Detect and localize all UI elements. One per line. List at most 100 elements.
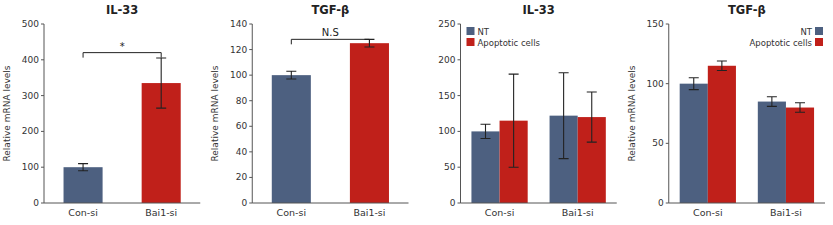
panel: 050100150Con-siBai1-siTGF-βRelative mRNA… bbox=[627, 3, 825, 218]
y-tick bbox=[249, 100, 252, 101]
legend-label: NT bbox=[478, 27, 490, 37]
y-tick-label: 200 bbox=[438, 55, 455, 65]
error-bar bbox=[286, 71, 296, 79]
x-axis bbox=[461, 203, 617, 204]
title: IL-33 bbox=[522, 3, 554, 17]
y-tick bbox=[666, 203, 669, 204]
y-axis bbox=[252, 24, 253, 203]
plot-area bbox=[471, 73, 605, 203]
x-axis bbox=[44, 203, 200, 204]
x-tick-label: Con-si bbox=[277, 207, 306, 218]
error-bar bbox=[717, 61, 727, 71]
x-tick-label: Bai1-si bbox=[353, 207, 385, 218]
y-tick bbox=[41, 59, 44, 60]
y-tick-label: 40 bbox=[236, 147, 248, 157]
error-bar bbox=[795, 103, 805, 113]
y-axis bbox=[668, 24, 669, 203]
legend-swatch bbox=[815, 38, 823, 46]
y-tick-label: 100 bbox=[647, 79, 664, 89]
error-bar bbox=[509, 74, 519, 167]
legend-swatch bbox=[467, 38, 475, 46]
panel: 0100200300400500Con-siBai1-siIL-33Relati… bbox=[2, 3, 200, 218]
y-tick-label: 0 bbox=[658, 198, 664, 208]
y-tick-label: 500 bbox=[22, 19, 39, 29]
y-tick bbox=[458, 24, 461, 25]
y-tick-label: 100 bbox=[22, 162, 39, 172]
y-tick bbox=[458, 131, 461, 132]
y-tick bbox=[41, 131, 44, 132]
figure: 0100200300400500Con-siBai1-siIL-33Relati… bbox=[0, 0, 833, 225]
bar bbox=[64, 167, 103, 203]
title: TGF-β bbox=[728, 3, 766, 17]
y-axis-label: Relative mRNA levels bbox=[2, 65, 12, 161]
x-axis bbox=[669, 203, 825, 204]
y-tick bbox=[41, 24, 44, 25]
y-tick-label: 100 bbox=[230, 70, 247, 80]
x-tick-label: Bai1-si bbox=[562, 207, 594, 218]
y-tick bbox=[249, 24, 252, 25]
y-tick-label: 150 bbox=[438, 91, 455, 101]
x-tick-label: Bai1-si bbox=[145, 207, 177, 218]
y-tick-label: 0 bbox=[450, 198, 456, 208]
legend: NTApoptotic cells bbox=[467, 27, 541, 48]
y-tick-label: 50 bbox=[444, 162, 456, 172]
y-tick bbox=[249, 177, 252, 178]
y-tick bbox=[249, 203, 252, 204]
legend-label: NT bbox=[800, 27, 812, 37]
error-bar bbox=[587, 92, 597, 142]
bar bbox=[272, 75, 311, 203]
plot-area bbox=[680, 61, 814, 203]
legend: NTApoptotic cells bbox=[750, 27, 823, 48]
panel: 0 50 100 150 200 250 Con-si Bai1-si IL-33 NTApopt… bbox=[438, 3, 616, 218]
error-bar bbox=[481, 124, 491, 138]
y-tick bbox=[458, 167, 461, 168]
x-tick-label: Con-si bbox=[485, 207, 514, 218]
y-tick-label: 120 bbox=[230, 45, 247, 55]
y-tick-label: 150 bbox=[647, 19, 664, 29]
legend-swatch bbox=[467, 27, 475, 35]
annotation: * bbox=[120, 41, 125, 52]
bar bbox=[350, 43, 389, 203]
bar bbox=[471, 131, 499, 203]
error-bar bbox=[767, 97, 777, 107]
y-axis bbox=[44, 24, 45, 203]
x-tick-label: Con-si bbox=[693, 207, 722, 218]
y-tick bbox=[249, 75, 252, 76]
x-axis bbox=[252, 203, 408, 204]
y-tick bbox=[41, 203, 44, 204]
annotation: N.S bbox=[322, 27, 339, 38]
y-tick bbox=[458, 95, 461, 96]
panel: 020406080100120140Con-siBai1-siTGF-βRela… bbox=[210, 3, 408, 218]
y-tick bbox=[249, 151, 252, 152]
y-tick-label: 0 bbox=[242, 198, 248, 208]
y-tick bbox=[666, 24, 669, 25]
legend-swatch bbox=[815, 27, 823, 35]
y-tick bbox=[458, 203, 461, 204]
plot-area bbox=[64, 58, 181, 203]
legend-label: Apoptotic cells bbox=[750, 38, 813, 48]
y-tick-label: 140 bbox=[230, 19, 247, 29]
y-tick-label: 20 bbox=[236, 172, 248, 182]
y-tick-label: 0 bbox=[33, 198, 39, 208]
y-axis-label: Relative mRNA levels bbox=[210, 65, 220, 161]
y-tick-label: 60 bbox=[236, 121, 248, 131]
bar bbox=[680, 84, 708, 203]
y-tick bbox=[249, 126, 252, 127]
y-tick bbox=[41, 167, 44, 168]
y-axis-label: Relative mRNA levels bbox=[627, 65, 637, 161]
x-tick-label: Bai1-si bbox=[770, 207, 802, 218]
bar bbox=[758, 102, 786, 203]
error-bar bbox=[689, 78, 699, 90]
plot-area bbox=[272, 39, 389, 203]
legend-label: Apoptotic cells bbox=[478, 38, 541, 48]
bar bbox=[786, 108, 814, 203]
error-bar bbox=[559, 73, 569, 159]
error-bar bbox=[156, 58, 166, 108]
significance-bracket bbox=[291, 39, 369, 44]
y-tick-label: 400 bbox=[22, 55, 39, 65]
bar bbox=[708, 66, 736, 203]
y-tick-label: 100 bbox=[438, 126, 455, 136]
y-tick-label: 250 bbox=[438, 19, 455, 29]
error-bar bbox=[78, 164, 88, 171]
y-axis bbox=[460, 24, 461, 203]
